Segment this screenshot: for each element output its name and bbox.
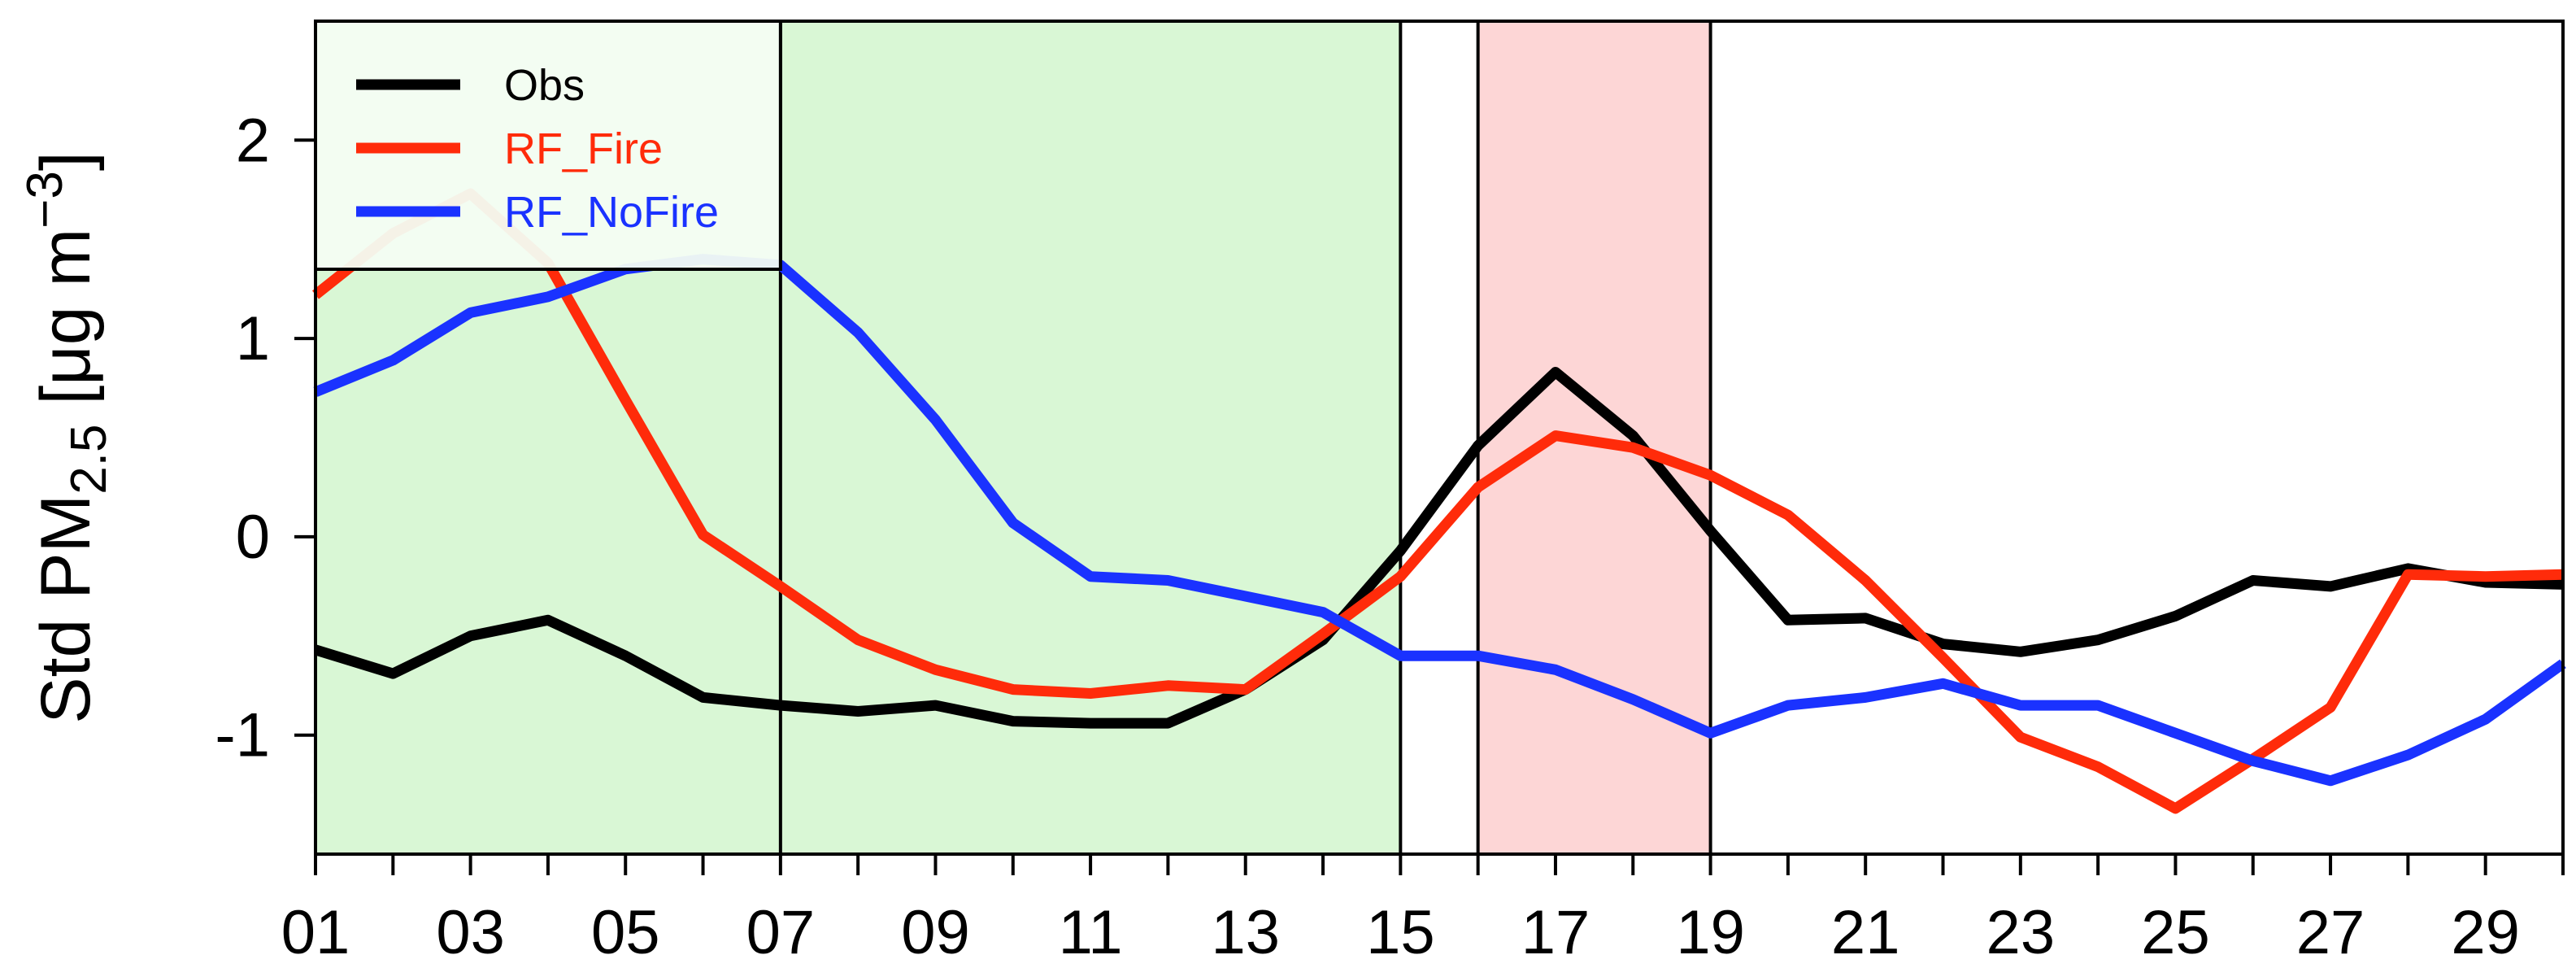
y-axis-title-superscript: −3 xyxy=(17,171,73,229)
x-tick-label: 11 xyxy=(1059,898,1123,967)
y-axis-title: Std PM2.5 [μg m−3] xyxy=(17,151,117,724)
x-tick-label: 17 xyxy=(1521,898,1590,967)
series-line-rf-fire xyxy=(311,188,2564,814)
y-tick-label: -1 xyxy=(215,701,270,770)
y-axis-title-prefix: Std PM xyxy=(27,495,105,724)
x-tick-label: 03 xyxy=(436,898,505,967)
x-tick-label: 21 xyxy=(1831,898,1900,967)
y-tick-label: 1 xyxy=(236,304,270,373)
legend-label-obs: Obs xyxy=(504,61,585,110)
plot-frame xyxy=(314,20,2565,856)
x-tick-label: 19 xyxy=(1676,898,1745,967)
legend-label-rf-fire: RF_Fire xyxy=(504,124,663,173)
x-tick-label: 13 xyxy=(1211,898,1280,967)
x-tick-label: 15 xyxy=(1366,898,1435,967)
y-axis: 2 1 0 -1 xyxy=(215,106,315,770)
y-tick-label: 0 xyxy=(236,503,270,572)
y-tick-label: 2 xyxy=(236,106,270,175)
legend: Obs RF_Fire RF_NoFire xyxy=(314,20,782,271)
y-axis-title-subscript: 2.5 xyxy=(61,425,117,495)
x-axis: 01 03 05 07 09 11 13 15 17 19 21 23 25 27 29 xyxy=(281,854,2565,967)
x-tick-label: 09 xyxy=(901,898,970,967)
x-tick-label: 07 xyxy=(746,898,816,967)
x-tick-label: 29 xyxy=(2451,898,2520,967)
x-tick-label: 05 xyxy=(591,898,660,967)
x-tick-label: 27 xyxy=(2296,898,2365,967)
x-tick-label: 25 xyxy=(2141,898,2210,967)
x-tick-label: 01 xyxy=(281,898,350,967)
y-axis-title-units: [μg m xyxy=(27,229,105,425)
y-axis-title-close: ] xyxy=(27,151,105,171)
x-tick-label: 23 xyxy=(1986,898,2056,967)
series-line-obs xyxy=(314,367,2564,729)
legend-label-rf-nofire: RF_NoFire xyxy=(504,188,719,237)
